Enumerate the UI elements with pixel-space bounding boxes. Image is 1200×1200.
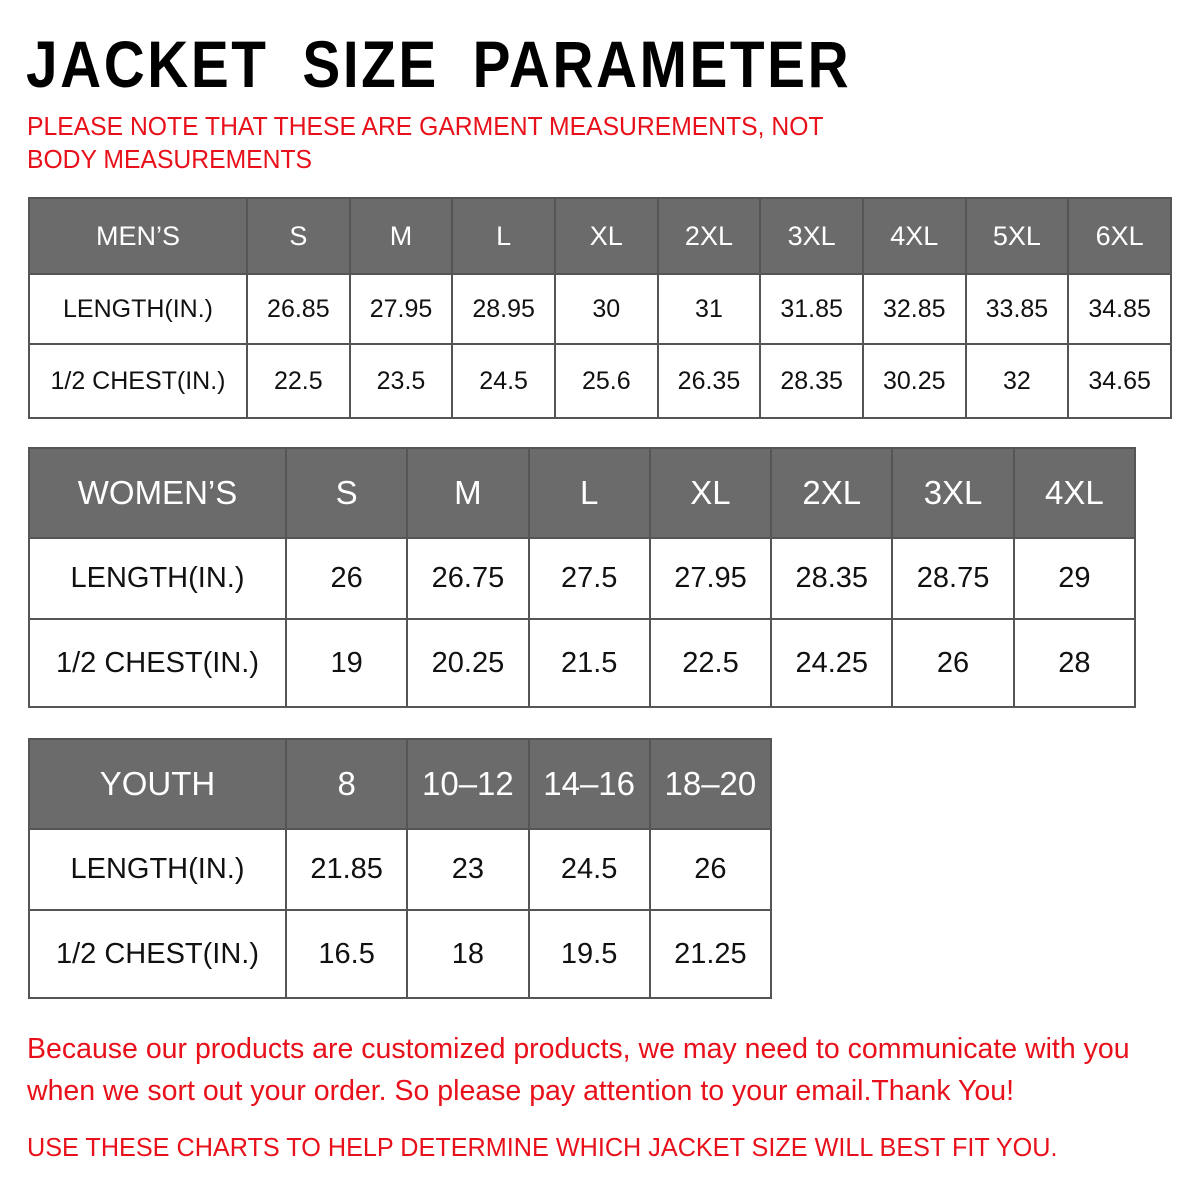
size-header: XL	[553, 197, 659, 275]
size-header: 18–20	[648, 738, 773, 830]
table-row: LENGTH(IN.) 26 26.75 27.5 27.95 28.35 28.75 29	[28, 537, 1137, 620]
category-header: WOMEN’S	[28, 447, 287, 539]
size-header: 6XL	[1067, 197, 1172, 275]
measurement-cell: 32.85	[861, 273, 967, 345]
measurement-cell: 24.5	[527, 828, 651, 911]
category-header: YOUTH	[28, 738, 287, 830]
header-row: WOMEN’S S M L XL 2XL 3XL 4XL	[28, 447, 1137, 539]
size-header: S	[284, 447, 409, 539]
size-header: XL	[648, 447, 773, 539]
measurement-cell: 27.95	[648, 537, 773, 620]
measurement-cell: 33.85	[964, 273, 1070, 345]
measurement-cell: 21.25	[648, 909, 773, 999]
table-row: 1/2 CHEST(IN.) 22.5 23.5 24.5 25.6 26.35 28.35…	[28, 343, 1172, 419]
measurement-cell: 24.5	[451, 343, 556, 419]
measurement-cell: 28.35	[759, 343, 864, 419]
size-header: 8	[284, 738, 409, 830]
measurement-note: PLEASE NOTE THAT THESE ARE GARMENT MEASU…	[27, 111, 824, 174]
measurement-cell: 28.75	[891, 537, 1015, 620]
table-row: LENGTH(IN.) 21.85 23 24.5 26	[28, 828, 773, 911]
measurement-cell: 22.5	[246, 343, 351, 419]
measurement-cell: 26.85	[246, 273, 351, 345]
measurement-cell: 20.25	[406, 618, 530, 708]
measurement-cell: 28.35	[770, 537, 894, 620]
measurement-cell: 27.5	[527, 537, 651, 620]
measurement-cell: 16.5	[284, 909, 409, 999]
page-title: JACKET SIZE PARAMETER	[26, 27, 852, 101]
measurement-cell: 34.85	[1067, 273, 1172, 345]
row-label: 1/2 CHEST(IN.)	[28, 909, 287, 999]
measurement-cell: 31	[656, 273, 762, 345]
size-header: 3XL	[759, 197, 864, 275]
size-header: 3XL	[891, 447, 1015, 539]
measurement-cell: 34.65	[1067, 343, 1172, 419]
measurement-cell: 26	[891, 618, 1015, 708]
measurement-cell: 19	[284, 618, 409, 708]
size-header: M	[348, 197, 454, 275]
measurement-cell: 24.25	[770, 618, 894, 708]
table-row: 1/2 CHEST(IN.) 16.5 18 19.5 21.25	[28, 909, 773, 999]
customization-note: Because our products are customized prod…	[27, 1033, 1130, 1107]
size-header: 14–16	[527, 738, 651, 830]
womens-size-table: WOMEN’S S M L XL 2XL 3XL 4XL LENGTH(IN.) 26 26.75 2…	[28, 447, 1137, 708]
size-header: 10–12	[406, 738, 530, 830]
measurement-cell: 32	[964, 343, 1070, 419]
measurement-cell: 21.5	[527, 618, 651, 708]
measurement-cell: 29	[1012, 537, 1137, 620]
measurement-cell: 30	[553, 273, 659, 345]
size-header: 4XL	[1012, 447, 1137, 539]
table-row: LENGTH(IN.) 26.85 27.95 28.95 30 31 31.85 32.85…	[28, 273, 1172, 345]
measurement-cell: 23.5	[348, 343, 454, 419]
table-row: 1/2 CHEST(IN.) 19 20.25 21.5 22.5 24.25 26 28	[28, 618, 1137, 708]
measurement-cell: 27.95	[348, 273, 454, 345]
measurement-cell: 26	[284, 537, 409, 620]
row-label: 1/2 CHEST(IN.)	[28, 343, 248, 419]
size-header: L	[527, 447, 651, 539]
size-header: 5XL	[964, 197, 1070, 275]
measurement-cell: 30.25	[861, 343, 967, 419]
measurement-cell: 22.5	[648, 618, 773, 708]
youth-size-table: YOUTH 8 10–12 14–16 18–20 LENGTH(IN.) 21.85 23 2…	[28, 738, 773, 999]
measurement-cell: 19.5	[527, 909, 651, 999]
size-header: 2XL	[770, 447, 894, 539]
size-header: 2XL	[656, 197, 762, 275]
row-label: LENGTH(IN.)	[28, 273, 248, 345]
header-row: YOUTH 8 10–12 14–16 18–20	[28, 738, 773, 830]
measurement-cell: 28.95	[451, 273, 556, 345]
size-header: 4XL	[861, 197, 967, 275]
measurement-cell: 28	[1012, 618, 1137, 708]
measurement-cell: 23	[406, 828, 530, 911]
category-header: MEN’S	[28, 197, 248, 275]
measurement-cell: 25.6	[553, 343, 659, 419]
row-label: LENGTH(IN.)	[28, 828, 287, 911]
size-header: M	[406, 447, 530, 539]
size-instruction: USE THESE CHARTS TO HELP DETERMINE WHICH…	[27, 1132, 1058, 1162]
measurement-cell: 31.85	[759, 273, 864, 345]
row-label: 1/2 CHEST(IN.)	[28, 618, 287, 708]
measurement-cell: 18	[406, 909, 530, 999]
measurement-cell: 26	[648, 828, 773, 911]
measurement-cell: 21.85	[284, 828, 409, 911]
mens-size-table: MEN’S S M L XL 2XL 3XL 4XL 5XL 6XL LENGTH(IN.) 26.8…	[28, 197, 1172, 419]
size-header: L	[451, 197, 556, 275]
row-label: LENGTH(IN.)	[28, 537, 287, 620]
measurement-cell: 26.75	[406, 537, 530, 620]
measurement-cell: 26.35	[656, 343, 762, 419]
size-header: S	[246, 197, 351, 275]
header-row: MEN’S S M L XL 2XL 3XL 4XL 5XL 6XL	[28, 197, 1172, 275]
